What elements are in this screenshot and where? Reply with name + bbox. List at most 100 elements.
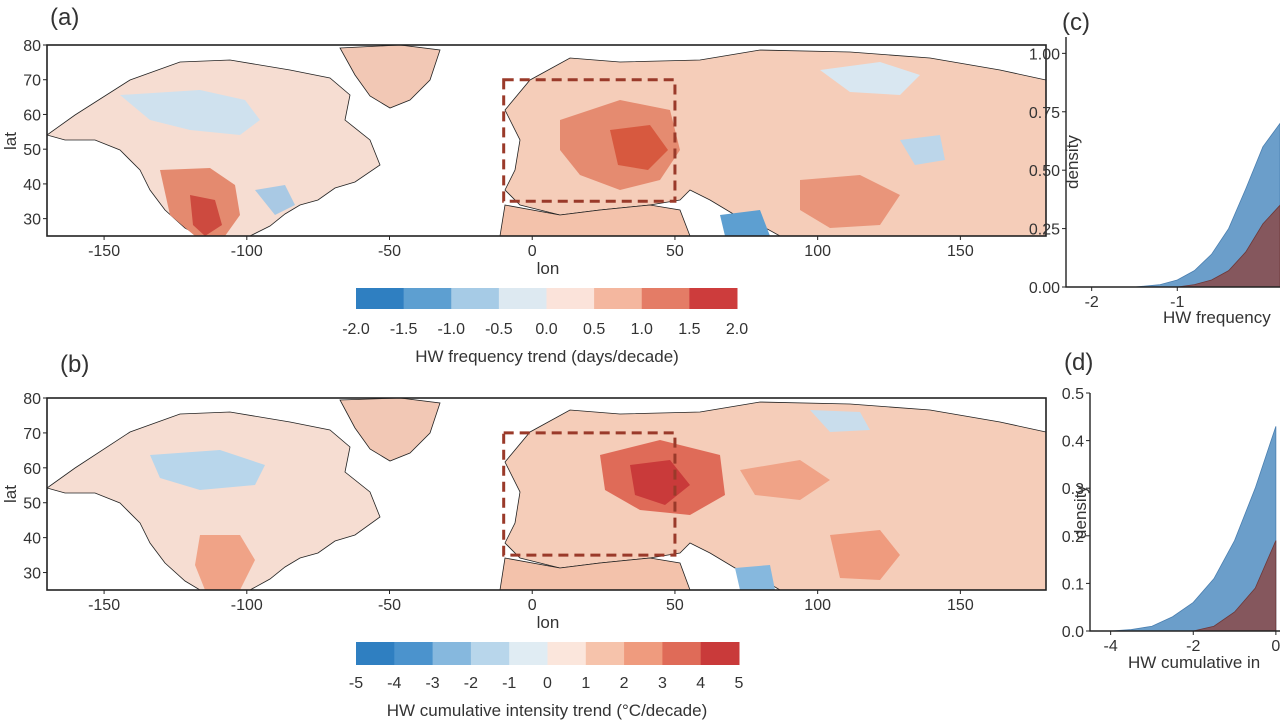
map-a-frame [46, 44, 1047, 237]
y-tick-label: 60 [23, 107, 41, 124]
land-eurasia [504, 49, 1046, 236]
colorbar-tick-label: 2 [620, 675, 629, 692]
x-tick-label: 100 [804, 597, 831, 614]
x-tick-label: -150 [88, 243, 120, 260]
colorbar-tick-label: -2.0 [342, 321, 370, 338]
highlight-box-rect [502, 431, 677, 557]
colorbar-b-label: HW cumulative intensity trend (°C/decade… [387, 701, 707, 720]
colorbar-tick-label: -2 [464, 675, 478, 692]
x-tick-label: 50 [666, 597, 684, 614]
colorbar-swatch [585, 642, 625, 665]
density-c: -2 -1 0.00 0.25 0.50 0.75 1.00 HW frequency de… [1029, 37, 1280, 327]
highlight-box-rect [502, 78, 677, 203]
colorbar-swatch [547, 642, 587, 665]
y-tick-label: 40 [23, 177, 41, 194]
y-tick-label: 80 [23, 391, 41, 408]
density-c-ticks: -2 -1 0.00 0.25 0.50 0.75 1.00 [1029, 46, 1185, 311]
y-tick-label: 30 [23, 566, 41, 583]
colorbar-b: -5 -4 -3 -2 -1 0 1 2 3 4 5 [349, 642, 744, 692]
colorbar-tick-label: 2.0 [726, 321, 748, 338]
land-greenland [339, 45, 441, 109]
x-tick-label: -1 [1170, 294, 1184, 311]
density-c-ylabel: density [1063, 135, 1082, 189]
y-tick-label: 50 [23, 496, 41, 513]
y-tick-label: 0.25 [1029, 222, 1060, 239]
colorbar-tick-label: -4 [387, 675, 401, 692]
colorbar-tick-label: -5 [349, 675, 363, 692]
colorbar-tick-label: 1 [581, 675, 590, 692]
colorbar-tick-label: -0.5 [485, 321, 513, 338]
density-series-red [1193, 540, 1277, 631]
region-siberia-blue [810, 410, 870, 432]
y-tick-label: 80 [23, 38, 41, 55]
highlight-box-europe-a [502, 78, 677, 203]
y-tick-label: 60 [23, 461, 41, 478]
x-tick-label: -50 [378, 597, 401, 614]
colorbar-swatch [451, 288, 500, 309]
region-southwest-red [195, 535, 255, 590]
panel-label-a: (a) [50, 4, 79, 31]
y-tick-label: 0.75 [1029, 105, 1060, 122]
map-b-ylabel: lat [1, 485, 20, 503]
colorbar-tick-label: 4 [696, 675, 705, 692]
region-china-red [800, 175, 900, 228]
y-tick-label: 0.5 [1062, 386, 1084, 403]
colorbar-tick-label: 3 [658, 675, 667, 692]
colorbar-swatch [641, 288, 690, 309]
region-china-red [830, 530, 900, 580]
region-africa-north [499, 557, 691, 590]
map-b-field [47, 398, 1046, 590]
y-tick-label: 0.00 [1029, 280, 1060, 297]
colorbar-swatch [470, 642, 510, 665]
region-siberia-blue [820, 62, 920, 95]
y-tick-label: 0.4 [1062, 434, 1084, 451]
region-india-blue [720, 210, 770, 236]
y-tick-label: 0.2 [1062, 529, 1084, 546]
region-centralasia-red [740, 460, 830, 500]
x-tick-label: -150 [88, 597, 120, 614]
colorbar-tick-label: 0.0 [535, 321, 557, 338]
map-b-xlabel: lon [537, 613, 560, 632]
x-tick-label: 100 [804, 243, 831, 260]
map-a-field [47, 45, 1046, 236]
colorbar-a: -2.0 -1.5 -1.0 -0.5 0.0 0.5 1.0 1.5 2.0 [342, 288, 748, 338]
colorbar-swatch [624, 642, 663, 665]
colorbar-tick-label: -3 [425, 675, 439, 692]
x-tick-label: -2 [1085, 294, 1099, 311]
colorbar-tick-label: 1.5 [678, 321, 700, 338]
x-tick-label: 0 [1271, 638, 1280, 655]
x-tick-label: 150 [947, 243, 974, 260]
colorbar-tick-label: 1.0 [631, 321, 653, 338]
x-tick-label: -4 [1104, 638, 1118, 655]
density-d-areas [1110, 426, 1277, 631]
colorbar-swatch [356, 642, 395, 665]
colorbar-swatch [700, 642, 740, 665]
density-d-ylabel: density [1071, 485, 1090, 539]
y-tick-label: 40 [23, 531, 41, 548]
x-tick-label: -50 [378, 243, 401, 260]
y-tick-label: 70 [23, 73, 41, 90]
colorbar-swatch [403, 288, 452, 309]
y-tick-label: 0.3 [1062, 481, 1084, 498]
highlight-box-europe-b [502, 431, 677, 557]
map-b-frame [46, 397, 1047, 591]
y-tick-label: 0.1 [1062, 576, 1084, 593]
region-canada-blue [120, 90, 260, 135]
x-tick-label: 0 [528, 597, 537, 614]
y-tick-label: 50 [23, 142, 41, 159]
x-tick-label: -100 [231, 243, 263, 260]
map-a-ticks: -150 -100 -50 0 50 100 150 30 40 50 60 70 80 [23, 38, 974, 260]
colorbar-swatch [662, 642, 702, 665]
map-a: -150 -100 -50 0 50 100 150 30 40 50 60 70 80 lon lat… [1, 38, 1047, 366]
y-tick-label: 70 [23, 426, 41, 443]
density-d-xlabel: HW cumulative in [1128, 653, 1260, 672]
colorbar-swatch [689, 288, 738, 309]
y-tick-label: 1.00 [1029, 46, 1060, 63]
colorbar-tick-label: 0.5 [583, 321, 605, 338]
colorbar-swatch [356, 288, 405, 309]
x-tick-label: -2 [1186, 638, 1200, 655]
panel-label-c: (c) [1062, 9, 1090, 36]
region-southwest-core [190, 195, 222, 236]
